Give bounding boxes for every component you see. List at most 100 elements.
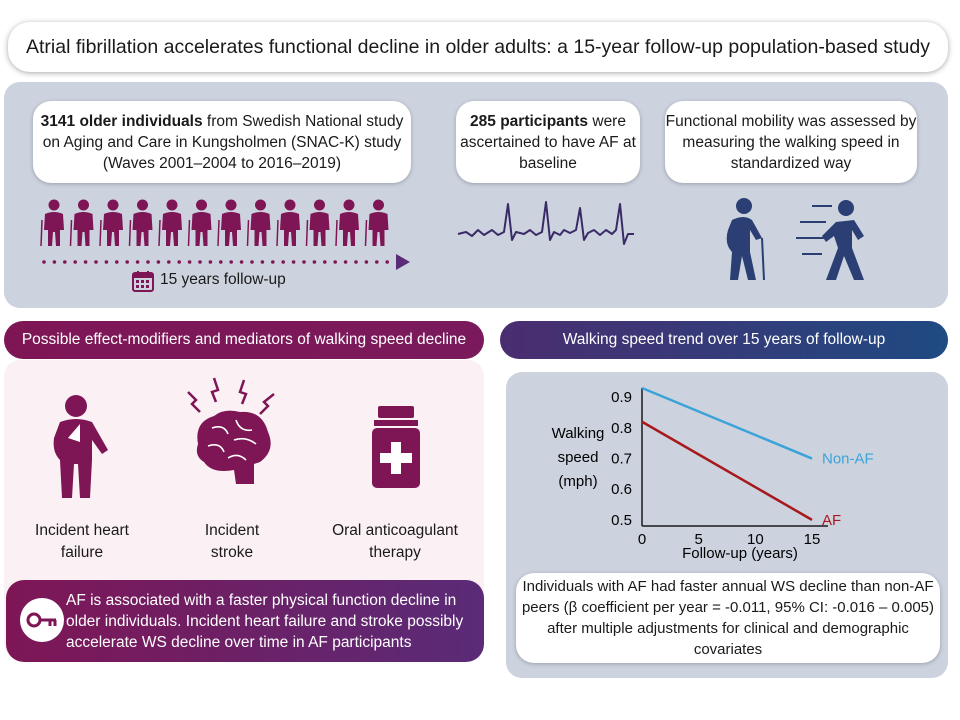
timeline-dot	[156, 260, 161, 264]
walking-speed-trend-banner: Walking speed trend over 15 years of fol…	[500, 321, 948, 359]
elder-body	[250, 212, 271, 246]
followup-label: 15 years follow-up	[160, 271, 286, 288]
y-axis-label-line1: Walking	[552, 425, 605, 442]
population-count: 3141 older individuals	[40, 112, 203, 130]
af-participant-count: 285 participants	[470, 112, 589, 130]
timeline-dot	[104, 260, 109, 264]
timeline-dot	[354, 260, 358, 264]
elder-head	[373, 199, 384, 211]
heart-failure-label: Incident heart failure	[35, 522, 129, 561]
timeline-dot	[198, 260, 202, 264]
x-tick-label: 15	[804, 531, 821, 548]
timeline-dot	[177, 260, 181, 264]
elder-head	[284, 199, 296, 211]
walking-cane	[158, 219, 161, 247]
summary-card: Individuals with AF had faster annual WS…	[516, 573, 940, 663]
elder-head	[48, 199, 60, 211]
timeline-dot	[83, 260, 88, 264]
timeline-dot	[167, 260, 171, 264]
timeline-dot	[302, 260, 306, 264]
effect-modifiers-banner: Possible effect-modifiers and mediators …	[4, 321, 484, 359]
elder-body	[103, 212, 123, 246]
elder-head	[314, 199, 325, 211]
walking-cane	[246, 219, 250, 247]
elder-head	[225, 199, 237, 211]
elder-head	[166, 199, 178, 211]
walking-cane	[364, 219, 368, 247]
elder-body	[280, 212, 300, 246]
elder-body	[73, 212, 94, 246]
heart-failure-person-icon	[53, 395, 108, 498]
timeline-dot	[312, 260, 317, 264]
x-tick-label: 10	[747, 531, 764, 548]
mobility-card: Functional mobility was assessed by meas…	[665, 101, 917, 183]
anticoagulant-label: Oral anticoagulant therapy	[332, 522, 458, 561]
series-line-non-af	[641, 386, 813, 460]
timeline-dot	[260, 260, 265, 264]
elder-body	[44, 212, 64, 246]
af-participant-description: were ascertained to have AF at baseline	[460, 112, 636, 172]
key-finding-text: AF is associated with a faster physical …	[66, 592, 464, 651]
timeline-dot	[333, 260, 338, 264]
y-tick-label: 0.6	[611, 481, 632, 498]
walking-cane	[217, 219, 220, 247]
stroke-label: Incident stroke	[204, 522, 260, 561]
summary-text: Individuals with AF had faster annual WS…	[521, 578, 935, 658]
walking-cane	[69, 219, 73, 247]
walking-cane	[187, 219, 191, 247]
series-label-af: AF	[822, 512, 841, 529]
timeline-dot	[208, 260, 213, 264]
fast-walker-icon	[796, 200, 864, 280]
timeline-dot	[323, 260, 327, 264]
timeline-dot	[229, 260, 233, 264]
walking-cane	[305, 219, 309, 247]
timeline-dot	[187, 260, 192, 264]
x-axis-label: Follow-up (years)	[682, 545, 798, 562]
y-tick-label: 0.8	[611, 420, 632, 437]
y-tick-label: 0.7	[611, 451, 632, 468]
timeline-arrow-icon	[42, 254, 410, 270]
timeline-dot	[63, 260, 67, 264]
calendar-icon	[132, 271, 154, 292]
timeline-dot	[291, 260, 296, 264]
key-icon	[20, 598, 64, 642]
timeline-dot	[239, 260, 244, 264]
elder-head	[343, 199, 355, 211]
infographic-title: Atrial fibrillation accelerates function…	[8, 22, 948, 72]
timeline-dot	[73, 260, 77, 264]
timeline-dot	[250, 260, 254, 264]
timeline-dot	[385, 260, 390, 264]
series-label-non-af: Non-AF	[822, 451, 874, 468]
timeline-dot	[271, 260, 275, 264]
walking-cane	[128, 219, 132, 247]
elder-body	[191, 212, 212, 246]
af-participants-card: 285 participants were ascertained to hav…	[456, 101, 640, 183]
y-tick-label: 0.9	[611, 389, 632, 406]
elder-head	[78, 199, 89, 211]
x-tick-label: 5	[694, 531, 702, 548]
walking-cane	[40, 219, 43, 247]
elder-head	[137, 199, 148, 211]
key-finding-box: AF is associated with a faster physical …	[6, 580, 484, 662]
timeline-dot	[94, 260, 98, 264]
walking-cane	[99, 219, 102, 247]
elder-body	[339, 212, 359, 246]
y-axis-label-line3: (mph)	[558, 473, 597, 490]
timeline-dot	[52, 260, 57, 264]
population-description: from Swedish National study on Aging and…	[42, 112, 404, 172]
elder-head	[196, 199, 207, 211]
y-tick-label: 0.5	[611, 512, 632, 529]
mobility-description: Functional mobility was assessed by meas…	[665, 112, 917, 172]
elderly-people-icon	[40, 199, 389, 247]
timeline-dot	[219, 260, 223, 264]
timeline-dot	[42, 260, 46, 264]
y-axis-label-line2: speed	[558, 449, 599, 466]
brain-icon	[187, 377, 275, 484]
timeline-dot	[146, 260, 150, 264]
x-tick-label: 0	[638, 531, 646, 548]
timeline-dot	[364, 260, 369, 264]
timeline-dot	[115, 260, 119, 264]
series-line-af	[641, 420, 813, 521]
elder-body	[221, 212, 241, 246]
timeline-dot	[375, 260, 379, 264]
